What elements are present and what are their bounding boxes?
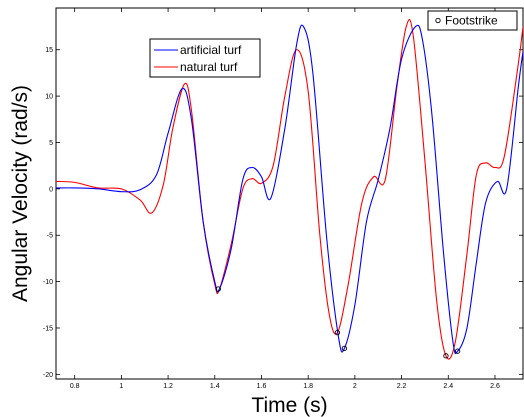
- legend-label-natural-turf: natural turf: [180, 60, 238, 74]
- x-tick-label: 0.8: [70, 383, 80, 390]
- footstrike-marker: [341, 345, 348, 352]
- footstrike-legend-box: [427, 10, 518, 31]
- footstrike-legend-label: Footstrike: [445, 14, 498, 28]
- x-axis-ticks: 0.8 1 1.2 1.4 1.6 1.8 2 2.2 2.4 2.6: [70, 8, 500, 390]
- y-tick-label: -10: [43, 279, 53, 286]
- plot-area: 0.8 1 1.2 1.4 1.6 1.8 2 2.2 2.4 2.6 -20 -15 -10 -5 0 5…: [43, 7, 524, 390]
- series-line-artificial-turf: [56, 24, 523, 355]
- plot-frame: [55, 7, 524, 380]
- footstrike-marker: [443, 353, 449, 359]
- footstrike-marker: [334, 329, 341, 336]
- x-axis-title: Time (s): [251, 394, 327, 417]
- y-tick-label: -20: [43, 372, 53, 379]
- y-tick-label: 10: [45, 94, 53, 101]
- legend: artificial turf natural turf: [149, 38, 261, 78]
- x-tick-label: 2: [353, 383, 357, 390]
- series-line-natural-turf: [56, 19, 523, 360]
- x-tick-label: 1.6: [257, 383, 267, 390]
- series-group: [56, 19, 523, 360]
- x-tick-label: 1.8: [303, 383, 313, 390]
- y-axis-title: Angular Velocity (rad/s): [9, 85, 32, 302]
- footstrike-legend: Footstrike: [427, 10, 518, 31]
- y-tick-label: -15: [43, 325, 53, 332]
- legend-label-artificial-turf: artificial turf: [180, 43, 242, 57]
- x-tick-label: 1.4: [210, 383, 220, 390]
- x-tick-label: 2.4: [443, 383, 453, 390]
- y-tick-label: -5: [47, 233, 53, 240]
- footstrike-marker: [454, 348, 461, 354]
- footstrike-legend-marker: [435, 17, 441, 24]
- legend-box: [149, 38, 261, 78]
- y-tick-label: 5: [49, 140, 53, 147]
- y-tick-label: 15: [45, 47, 53, 54]
- footstrike-markers: [215, 286, 461, 359]
- x-tick-label: 2.6: [490, 383, 500, 390]
- x-tick-label: 1: [119, 383, 123, 390]
- x-tick-label: 2.2: [397, 383, 407, 390]
- y-axis-ticks: -20 -15 -10 -5 0 5 10 15: [43, 47, 523, 379]
- x-tick-label: 1.2: [163, 383, 173, 390]
- y-tick-label: 0: [49, 186, 53, 193]
- footstrike-marker: [215, 286, 221, 292]
